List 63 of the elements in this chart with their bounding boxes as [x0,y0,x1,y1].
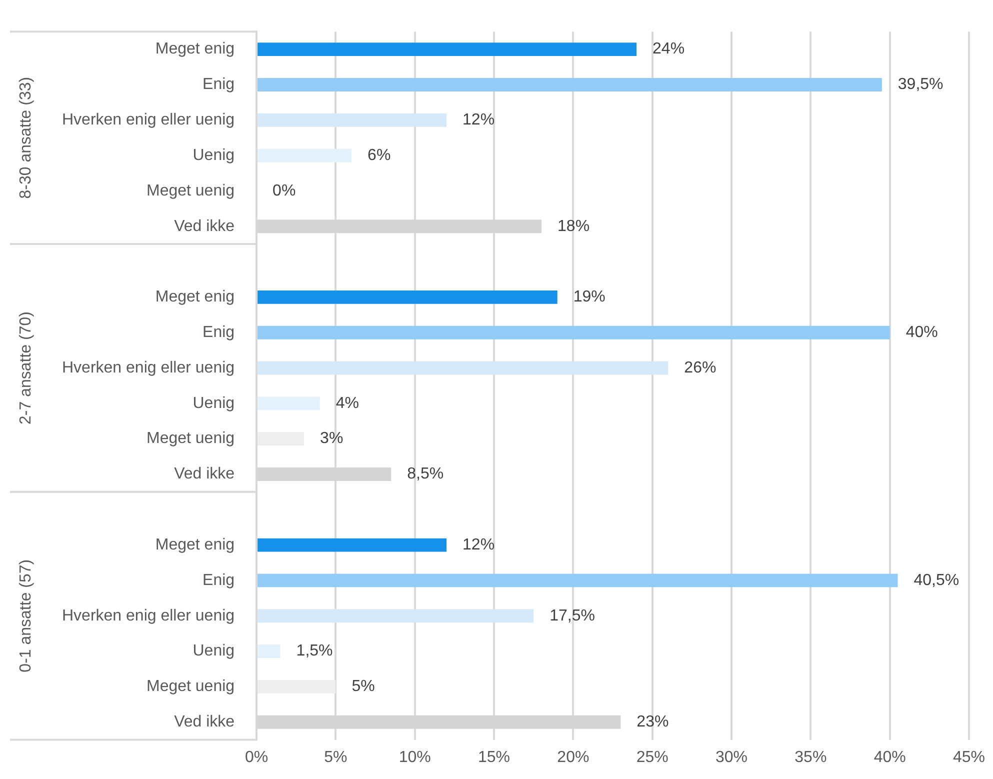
y-tick-label: Meget uenig [146,678,235,696]
x-tick-label: 20% [557,748,590,766]
y-tick-label: Hverken enig eller uenig [62,607,235,624]
bar [258,326,890,340]
text: 0-1 ansatte (57) [17,559,34,672]
data-label: 3% [320,430,344,448]
y-tick-label: Enig [202,76,235,94]
bar [258,538,447,552]
bar [258,42,637,56]
bar [258,680,336,694]
data-label: 0% [272,182,296,200]
data-label: 17,5% [550,607,595,624]
data-label: 24% [652,40,685,58]
y-tick-label: Ved ikke [174,466,235,483]
data-label: 23% [636,714,669,730]
bar [258,574,898,588]
y-tick-label: Hverken enig eller uenig [62,359,235,376]
y-tick-label: Enig [202,324,235,341]
data-label: 1,5% [296,642,333,660]
y-tick-label: Meget enig [155,40,235,58]
bar [258,432,304,446]
y-tick-label: Meget enig [155,536,235,554]
bar [258,644,280,658]
data-label: 40,5% [914,572,960,589]
x-tick-label: 0% [244,748,268,766]
bar [258,396,320,410]
y-tick-label: Enig [202,572,235,589]
y-tick-label: Ved ikke [174,714,235,730]
text: 8-30 ansatte (33) [17,76,34,199]
bar [258,78,882,92]
y-tick-label: Uenig [192,394,235,412]
data-label: 39,5% [898,76,944,94]
bar [258,609,534,623]
bar [258,361,668,375]
bar [258,148,352,162]
text: 2-7 ansatte (70) [17,312,34,424]
data-label: 19% [573,288,606,306]
data-label: 26% [684,359,716,376]
data-label: 4% [336,394,359,412]
x-tick-label: 40% [874,748,906,766]
x-tick-label: 45% [952,748,986,766]
x-tick-label: 15% [478,748,510,766]
data-label: 18% [558,218,590,235]
data-label: 5% [352,678,375,696]
x-tick-label: 10% [398,748,431,766]
y-tick-label: Meget uenig [146,182,235,200]
y-tick-label: Uenig [192,642,235,660]
y-tick-label: Uenig [192,146,235,164]
y-tick-label: Meget enig [155,288,235,306]
data-label: 12% [462,112,495,129]
data-label: 8,5% [407,466,444,483]
data-label: 40% [906,324,938,341]
x-tick-label: 35% [794,748,827,766]
y-tick-label: Ved ikke [174,218,235,235]
y-tick-label: Meget uenig [146,430,235,448]
data-label: 12% [462,536,495,554]
data-label: 6% [368,146,391,164]
x-tick-label: 25% [636,748,668,766]
y-tick-label: Hverken enig eller uenig [62,112,235,129]
bar [258,290,558,304]
bar [258,113,447,127]
x-tick-label: 5% [324,748,348,766]
x-tick-label: 30% [715,748,748,766]
